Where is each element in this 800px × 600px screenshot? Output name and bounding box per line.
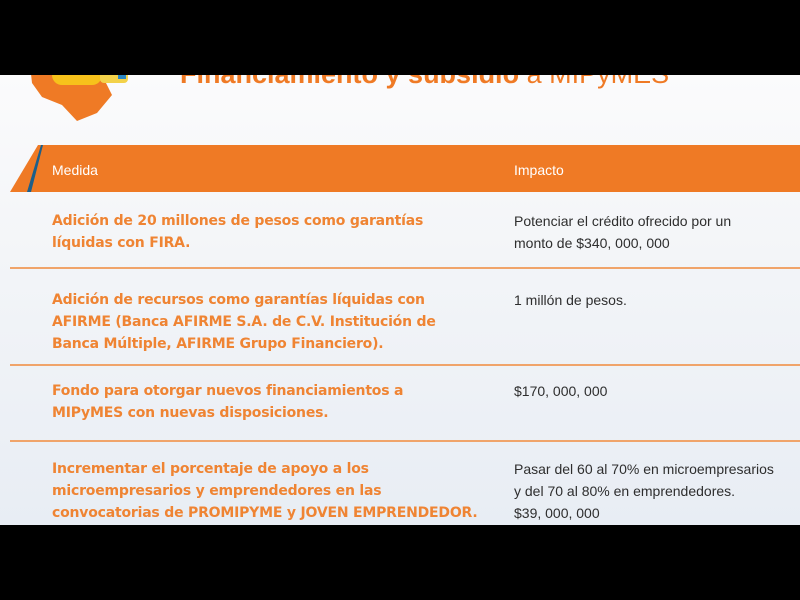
header-impacto: Impacto <box>514 162 564 178</box>
row-divider <box>10 364 800 366</box>
medida-line: MIPyMES con nuevas disposiciones. <box>52 405 329 421</box>
table-cell-impacto: Potenciar el crédito ofrecido por un mont… <box>514 210 799 254</box>
impacto-line: y del 70 al 80% en emprendedores. <box>514 483 736 499</box>
impacto-line: Potenciar el crédito ofrecido por un <box>514 213 732 229</box>
table-cell-medida: Adición de 20 millones de pesos como gar… <box>52 210 492 254</box>
table-cell-medida: Adición de recursos como garantías líqui… <box>52 289 492 355</box>
impacto-line: $170, 000, 000 <box>514 383 608 399</box>
table-cell-impacto: 1 millón de pesos. <box>514 289 799 311</box>
page-title: Financiamiento y subsidio a MIPyMES <box>180 75 669 90</box>
table-cell-impacto: Pasar del 60 al 70% en microempresarios y… <box>514 458 799 524</box>
medida-line: microempresarios y emprendedores en las <box>52 483 382 499</box>
logo-map-icon <box>31 75 128 121</box>
impacto-line: 1 millón de pesos. <box>514 292 627 308</box>
medida-line: convocatorias de PROMIPYME y JOVEN EMPRE… <box>52 505 478 521</box>
impacto-line: $39, 000, 000 <box>514 505 600 521</box>
impacto-line: Pasar del 60 al 70% en microempresarios <box>514 461 774 477</box>
table-cell-medida: Fondo para otorgar nuevos financiamiento… <box>52 380 492 424</box>
table-header <box>10 145 800 192</box>
medida-line: Incrementar el porcentaje de apoyo a los <box>52 461 369 477</box>
row-divider <box>10 440 800 442</box>
medida-line: Adición de 20 millones de pesos como gar… <box>52 213 424 229</box>
row-divider <box>10 267 800 269</box>
table-cell-impacto: $170, 000, 000 <box>514 380 799 402</box>
slide: Financiamiento y subsidio a MIPyMES Medi… <box>0 75 800 525</box>
medida-line: Fondo para otorgar nuevos financiamiento… <box>52 383 404 399</box>
medida-line: Adición de recursos como garantías líqui… <box>52 292 425 308</box>
medida-line: AFIRME (Banca AFIRME S.A. de C.V. Instit… <box>52 314 436 330</box>
header-medida: Medida <box>52 162 98 178</box>
medida-line: líquidas con FIRA. <box>52 235 191 251</box>
table-cell-medida: Incrementar el porcentaje de apoyo a los… <box>52 458 492 524</box>
impacto-line: monto de $340, 000, 000 <box>514 235 670 251</box>
medida-line: Banca Múltiple, AFIRME Grupo Financiero)… <box>52 336 384 352</box>
